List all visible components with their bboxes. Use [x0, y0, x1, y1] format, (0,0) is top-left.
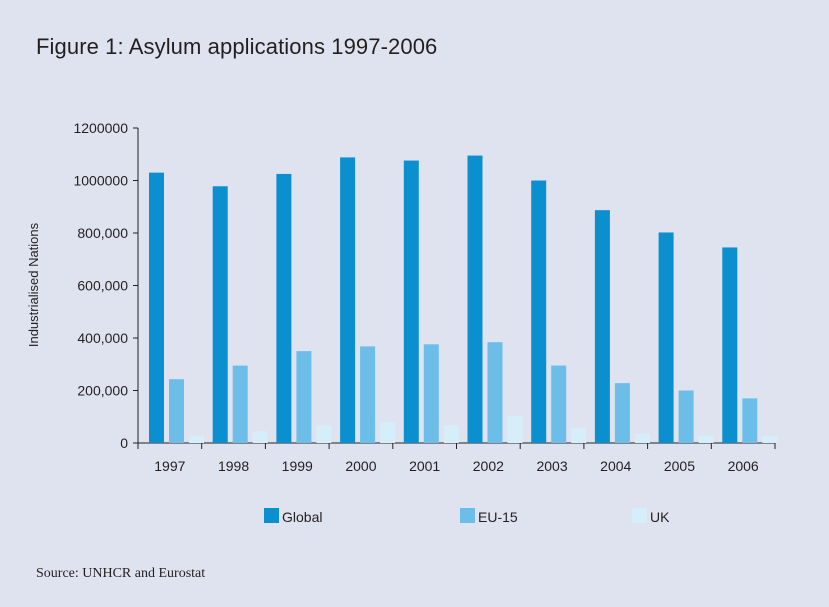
y-axis-label: Industrialised Nations	[26, 222, 41, 347]
x-tick-label: 1999	[282, 458, 313, 474]
bar-eu-15-1998	[232, 365, 248, 443]
bar-global-2002	[467, 155, 483, 443]
bar-uk-2004	[634, 433, 650, 443]
bar-uk-2003	[571, 427, 587, 443]
bar-eu-15-1997	[169, 379, 184, 443]
bar-global-1997	[149, 172, 164, 443]
bar-uk-2002	[507, 415, 523, 443]
x-tick-label: 1997	[154, 458, 185, 474]
legend-label: UK	[650, 509, 670, 525]
bar-eu-15-2006	[742, 398, 758, 443]
axes: 0 200,000 400,000 600,000 800,000 1000000 1200…	[73, 120, 776, 474]
x-tick-label: 2002	[473, 458, 504, 474]
source-note: Source: UNHCR and Eurostat	[36, 566, 206, 581]
x-tick-label: 2005	[664, 458, 695, 474]
x-tick-label: 2001	[409, 458, 440, 474]
bar-global-2004	[594, 210, 610, 443]
bar-global-2003	[531, 180, 547, 443]
bar-eu-15-2000	[360, 346, 376, 443]
bar-uk-1997	[189, 435, 204, 443]
y-tick-label: 0	[120, 435, 128, 451]
bar-uk-2005	[698, 435, 714, 443]
bar-uk-1998	[252, 431, 268, 443]
bar-global-1998	[212, 186, 228, 443]
legend-swatch	[460, 508, 475, 523]
y-tick-label: 1200000	[73, 120, 128, 136]
legend-label: Global	[282, 509, 322, 525]
x-tick-label: 2003	[536, 458, 567, 474]
y-tick-label: 600,000	[77, 278, 128, 294]
x-tick-label: 2004	[600, 458, 631, 474]
x-tick-label: 2006	[728, 458, 759, 474]
bar-eu-15-1999	[296, 351, 312, 443]
bar-eu-15-2004	[614, 383, 630, 443]
bar-eu-15-2001	[423, 344, 439, 443]
y-tick-label: 400,000	[77, 330, 128, 346]
bar-global-2006	[722, 247, 738, 443]
bar-uk-1999	[316, 425, 332, 443]
bar-global-2005	[658, 232, 674, 443]
legend: Global EU-15 UK	[264, 508, 670, 525]
y-axis-label-group: Industrialised Nations	[26, 222, 41, 347]
legend-swatch	[264, 508, 279, 523]
bar-uk-2006	[762, 436, 778, 443]
bar-global-2001	[403, 160, 419, 444]
bar-eu-15-2005	[678, 390, 694, 443]
bar-uk-2001	[443, 425, 459, 443]
bar-uk-2000	[380, 422, 396, 443]
legend-swatch	[632, 508, 647, 523]
bar-global-1999	[276, 173, 292, 443]
x-tick-label: 2000	[345, 458, 376, 474]
y-tick-label: 800,000	[77, 225, 128, 241]
y-tick-label: 200,000	[77, 383, 128, 399]
legend-label: EU-15	[478, 509, 518, 525]
y-tick-label: 1000000	[73, 173, 128, 189]
figure-title: Figure 1: Asylum applications 1997-2006	[36, 34, 438, 59]
bar-global-2000	[340, 157, 356, 443]
bars	[149, 155, 778, 444]
x-tick-label: 1998	[218, 458, 249, 474]
bar-eu-15-2003	[551, 365, 567, 443]
bar-eu-15-2002	[487, 342, 503, 443]
